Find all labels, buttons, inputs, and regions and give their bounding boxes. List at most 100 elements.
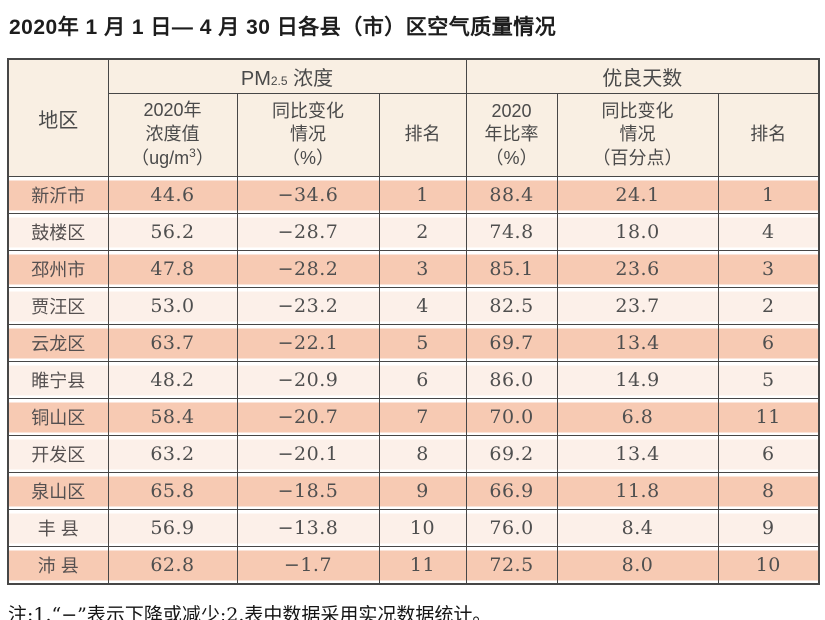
col-header-pm-rank: 排名: [378, 93, 467, 177]
pm-value-unit-sup: 3: [189, 146, 196, 161]
days-ratio-line2: 年比率: [484, 124, 539, 145]
col-header-days-rank: 排名: [717, 93, 820, 177]
cell-pm-value: 53.0: [107, 287, 238, 325]
cell-region: 睢宁县: [7, 361, 109, 399]
table-row: 鼓楼区 56.2 −28.7 2 74.8 18.0 4: [7, 213, 820, 251]
cell-days-rank: 2: [717, 287, 820, 325]
cell-pm-rank: 8: [378, 435, 467, 473]
cell-region: 贾汪区: [7, 287, 109, 325]
cell-region: 丰 县: [7, 509, 109, 547]
air-quality-table: 地区 PM2.5 浓度 优良天数 2020年 浓度值 （ug/m3） 同比变化 …: [7, 58, 821, 585]
cell-days-ratio: 69.2: [465, 435, 558, 473]
cell-days-ratio: 76.0: [465, 509, 558, 547]
cell-pm-rank: 5: [378, 324, 467, 362]
cell-days-ratio-change: 18.0: [556, 213, 719, 251]
cell-pm-change: −20.7: [236, 398, 380, 436]
cell-days-ratio-change: 8.0: [556, 546, 719, 585]
cell-days-rank: 1: [717, 176, 820, 214]
col-group-good-days: 优良天数: [465, 58, 820, 94]
table-row: 邳州市 47.8 −28.2 3 85.1 23.6 3: [7, 250, 820, 288]
pm25-label-suffix: 浓度: [287, 68, 334, 90]
cell-region: 开发区: [7, 435, 109, 473]
cell-pm-value: 62.8: [107, 546, 238, 585]
cell-pm-change: −28.7: [236, 213, 380, 251]
cell-days-ratio-change: 6.8: [556, 398, 719, 436]
cell-pm-rank: 11: [378, 546, 467, 585]
cell-pm-change: −23.2: [236, 287, 380, 325]
table-row: 泉山区 65.8 −18.5 9 66.9 11.8 8: [7, 472, 820, 510]
table-row: 铜山区 58.4 −20.7 7 70.0 6.8 11: [7, 398, 820, 436]
cell-pm-value: 65.8: [107, 472, 238, 510]
cell-pm-rank: 9: [378, 472, 467, 510]
cell-region: 云龙区: [7, 324, 109, 362]
cell-region: 邳州市: [7, 250, 109, 288]
cell-days-ratio: 66.9: [465, 472, 558, 510]
table-row: 新沂市 44.6 −34.6 1 88.4 24.1 1: [7, 176, 820, 214]
table-row: 沛 县 62.8 −1.7 11 72.5 8.0 10: [7, 546, 820, 585]
cell-pm-rank: 6: [378, 361, 467, 399]
cell-pm-rank: 2: [378, 213, 467, 251]
cell-pm-change: −1.7: [236, 546, 380, 585]
cell-pm-value: 48.2: [107, 361, 238, 399]
days-change-line1: 同比变化: [601, 100, 674, 121]
cell-pm-change: −34.6: [236, 176, 380, 214]
pm-value-unit-post: ）: [195, 148, 214, 169]
cell-pm-change: −20.1: [236, 435, 380, 473]
cell-days-rank: 6: [717, 324, 820, 362]
cell-pm-change: −13.8: [236, 509, 380, 547]
col-header-region: 地区: [7, 58, 109, 177]
cell-days-ratio: 88.4: [465, 176, 558, 214]
header-group-row: 地区 PM2.5 浓度 优良天数: [7, 58, 820, 177]
col-group-pm25: PM2.5 浓度: [107, 58, 467, 94]
cell-days-ratio: 72.5: [465, 546, 558, 585]
cell-pm-rank: 3: [378, 250, 467, 288]
cell-pm-value: 56.2: [107, 213, 238, 251]
cell-days-ratio: 74.8: [465, 213, 558, 251]
table-row: 贾汪区 53.0 −23.2 4 82.5 23.7 2: [7, 287, 820, 325]
cell-days-rank: 10: [717, 546, 820, 585]
cell-region: 铜山区: [7, 398, 109, 436]
cell-region: 沛 县: [7, 546, 109, 585]
col-header-days-change: 同比变化 情况 （百分点）: [556, 93, 719, 177]
cell-pm-value: 63.7: [107, 324, 238, 362]
cell-pm-value: 58.4: [107, 398, 238, 436]
pm25-label-subscript: 2.5: [270, 74, 288, 88]
cell-days-rank: 9: [717, 509, 820, 547]
col-header-pm-change: 同比变化 情况 （%）: [236, 93, 380, 177]
cell-days-rank: 5: [717, 361, 820, 399]
cell-pm-change: −20.9: [236, 361, 380, 399]
cell-days-ratio-change: 14.9: [556, 361, 719, 399]
cell-days-ratio: 69.7: [465, 324, 558, 362]
cell-days-rank: 4: [717, 213, 820, 251]
cell-pm-change: −22.1: [236, 324, 380, 362]
page-title: 2020年 1 月 1 日— 4 月 30 日各县（市）区空气质量情况: [9, 16, 557, 39]
table-row: 开发区 63.2 −20.1 8 69.2 13.4 6: [7, 435, 820, 473]
days-change-line2: 情况: [619, 124, 656, 145]
cell-pm-rank: 1: [378, 176, 467, 214]
table-row: 睢宁县 48.2 −20.9 6 86.0 14.9 5: [7, 361, 820, 399]
cell-days-ratio-change: 11.8: [556, 472, 719, 510]
cell-days-ratio: 85.1: [465, 250, 558, 288]
pm-value-line2: 浓度值: [145, 123, 200, 144]
cell-pm-change: −18.5: [236, 472, 380, 510]
cell-pm-value: 56.9: [107, 509, 238, 547]
cell-days-ratio-change: 24.1: [556, 176, 719, 214]
table-row: 丰 县 56.9 −13.8 10 76.0 8.4 9: [7, 509, 820, 547]
cell-pm-change: −28.2: [236, 250, 380, 288]
cell-days-ratio: 82.5: [465, 287, 558, 325]
cell-days-ratio-change: 8.4: [556, 509, 719, 547]
cell-days-ratio: 70.0: [465, 398, 558, 436]
cell-days-ratio-change: 13.4: [556, 324, 719, 362]
footnote: 注:1.“−”表示下降或减少;2.表中数据采用实况数据统计。: [8, 604, 492, 620]
pm-change-line2: 情况: [290, 124, 326, 145]
cell-days-rank: 6: [717, 435, 820, 473]
cell-pm-rank: 7: [378, 398, 467, 436]
col-header-pm-value: 2020年 浓度值 （ug/m3）: [107, 93, 238, 177]
table-row: 云龙区 63.7 −22.1 5 69.7 13.4 6: [7, 324, 820, 362]
cell-days-ratio-change: 23.7: [556, 287, 719, 325]
table-body: 新沂市 44.6 −34.6 1 88.4 24.1 1 鼓楼区 56.2 −2…: [7, 176, 820, 585]
pm-value-unit-pre: （ug/m: [131, 148, 190, 169]
cell-region: 泉山区: [7, 472, 109, 510]
cell-pm-value: 47.8: [107, 250, 238, 288]
